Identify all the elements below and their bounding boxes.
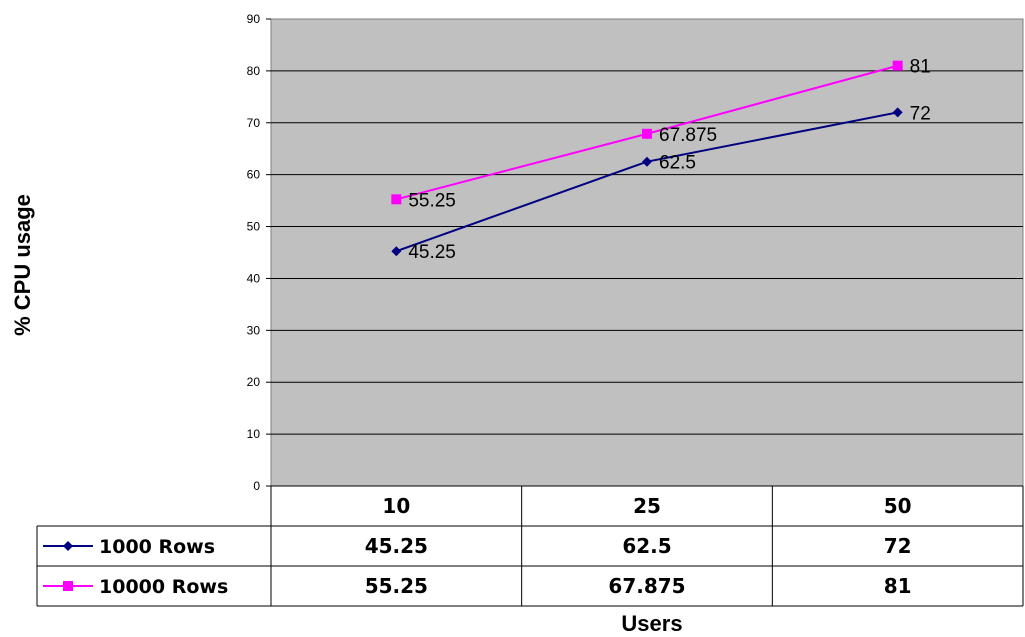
data-label: 45.25: [408, 242, 456, 263]
category-label: 25: [633, 494, 661, 518]
legend-series-name: 10000 Rows: [99, 576, 228, 598]
legend-key: [43, 541, 93, 551]
category-label: 10: [382, 494, 410, 518]
data-label: 72: [910, 103, 931, 124]
data-table: 10 25 50 1000 Rows 45.25 62.5 72 10000 Rows 55.2…: [36, 485, 1024, 607]
y-tick-label: 60: [247, 168, 261, 182]
table-value: 45.25: [365, 534, 428, 558]
legend-series-name: 1000 Rows: [99, 536, 215, 558]
y-axis-title: % CPU usage: [10, 194, 35, 336]
table-value: 67.875: [608, 574, 685, 598]
data-point: [391, 246, 402, 257]
y-tick-label: 40: [247, 271, 261, 285]
plot-area: [270, 18, 1024, 487]
series-lines: [391, 60, 903, 257]
data-label: 62.5: [659, 153, 696, 174]
legend-marker: [63, 541, 73, 551]
y-tick-label: 30: [247, 323, 261, 337]
data-label: 81: [910, 57, 931, 78]
y-tick-label: 70: [247, 116, 261, 130]
data-point: [642, 128, 652, 139]
y-tick-label: 20: [247, 375, 261, 389]
data-point: [642, 156, 652, 167]
data-point: [391, 194, 402, 205]
data-label: 55.25: [408, 190, 456, 211]
table-value: 62.5: [622, 534, 671, 558]
y-tick-label: 0: [253, 479, 260, 493]
data-labels: 45.25 62.5 72 55.25 67.875 81: [408, 57, 930, 264]
legend-marker: [63, 581, 73, 591]
y-tick-label: 10: [247, 427, 261, 441]
category-label: 50: [884, 494, 912, 518]
table-value: 81: [884, 574, 912, 598]
x-axis-title: Users: [621, 611, 682, 636]
data-label: 67.875: [659, 125, 717, 146]
data-point: [892, 107, 903, 118]
data-point: [892, 60, 903, 71]
y-axis-ticks: 0 10 20 30 40 50 60 70 80 90: [247, 12, 271, 493]
y-tick-label: 90: [247, 12, 261, 26]
gridlines: [271, 70, 1023, 435]
y-tick-label: 80: [247, 64, 261, 78]
table-value: 72: [884, 534, 912, 558]
table-value: 55.25: [365, 574, 428, 598]
y-tick-label: 50: [247, 220, 261, 234]
legend-key: [43, 581, 93, 591]
